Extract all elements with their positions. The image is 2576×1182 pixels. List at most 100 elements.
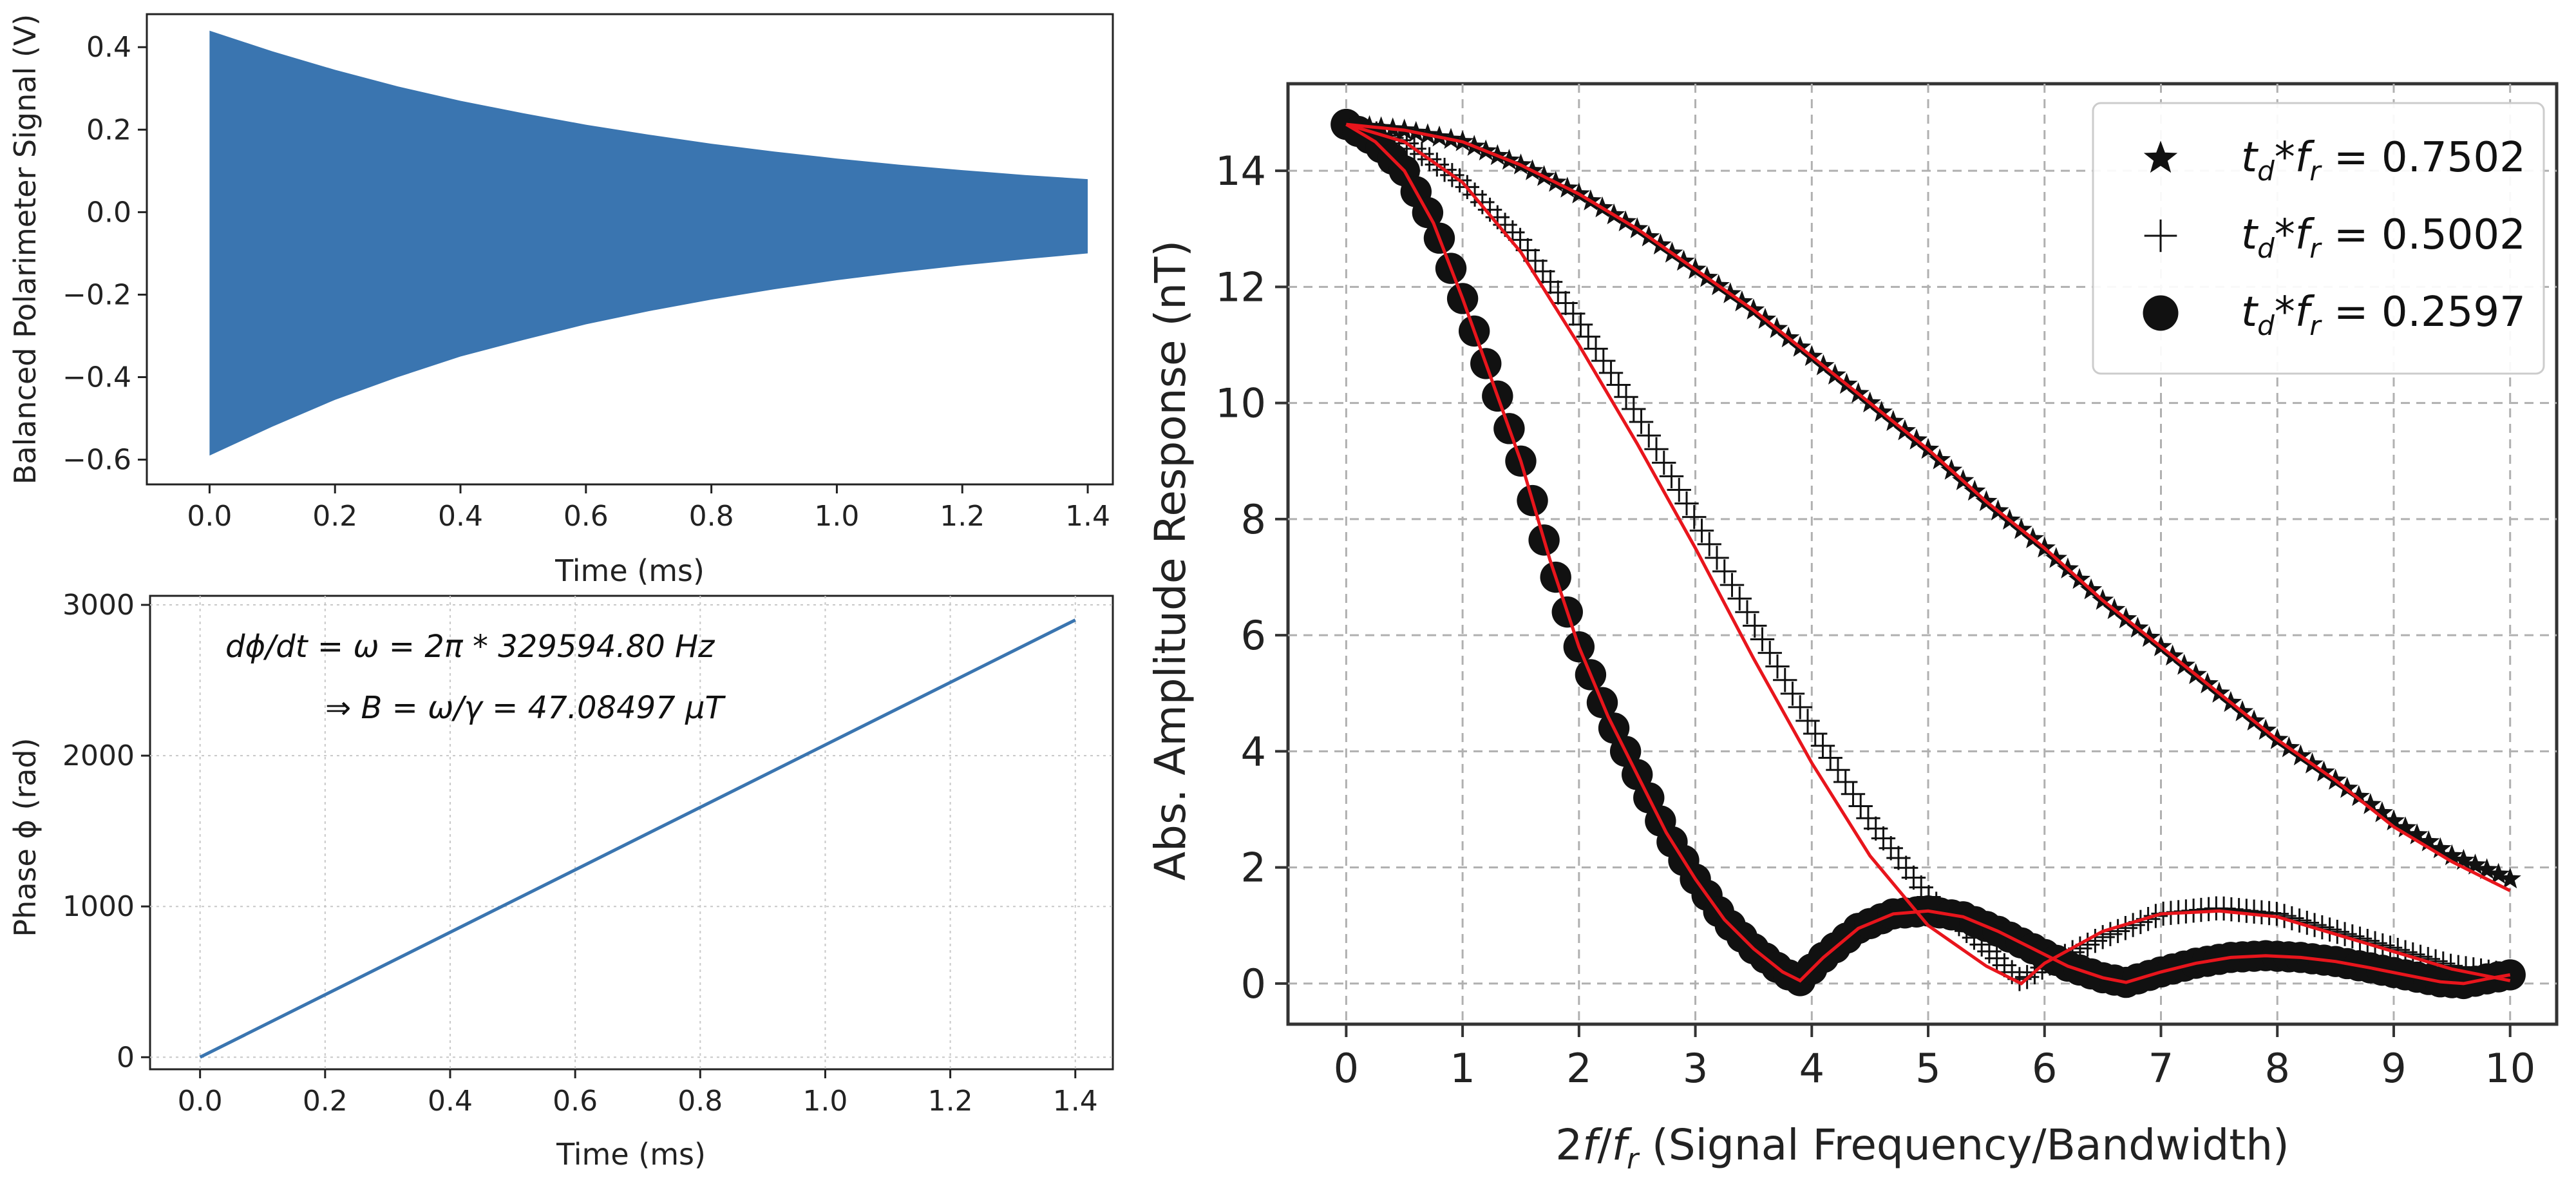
legend: td*fr = 0.7502 td*fr = 0.5002 td*fr = 0.… <box>2092 102 2545 375</box>
fit-curve-1 <box>1345 122 2511 986</box>
amplitude-x-tick-label: 1 <box>1450 1045 1475 1092</box>
signal-y-tick-label: 0.2 <box>86 113 131 146</box>
series-1-point <box>1674 491 1699 516</box>
series-1-point <box>1591 348 1616 373</box>
series-0-point <box>2487 863 2510 884</box>
phase-line <box>199 618 1076 1059</box>
series-1-point <box>1750 627 1775 652</box>
legend-entry-0: td*fr = 0.7502 <box>2241 134 2526 187</box>
signal-x-tick-label: 0.2 <box>312 500 357 533</box>
signal-plot-frame <box>146 13 1114 486</box>
amplitude-y-tick-label: 12 <box>1215 263 1266 310</box>
phase-y-axis-label: Phase ϕ (rad) <box>8 738 43 937</box>
signal-y-tick-label: 0.0 <box>86 196 131 229</box>
amplitude-x-tick-label: 6 <box>2032 1045 2057 1092</box>
phase-x-tick-label: 0.6 <box>553 1085 598 1118</box>
series-1-point <box>1818 745 1842 770</box>
series-1-point <box>1652 450 1676 475</box>
series-0-point <box>2394 816 2417 837</box>
phase-annotation-rate: dϕ/dt = ω = 2π * 329594.80 Hz <box>225 629 715 665</box>
series-1-point <box>1682 504 1707 529</box>
amplitude-y-tick-label: 10 <box>1215 380 1266 427</box>
series-0-point <box>2418 830 2440 852</box>
series-1-point <box>1614 385 1638 410</box>
series-0-point <box>2464 853 2486 875</box>
series-1-point <box>1795 709 1820 733</box>
signal-x-tick-label: 1.0 <box>814 500 859 533</box>
amplitude-y-tick-label: 4 <box>1241 728 1266 775</box>
series-0-point <box>2347 785 2370 806</box>
series-1-point <box>1584 336 1608 361</box>
amplitude-x-axis-label: 2f/fr (Signal Frequency/Bandwidth) <box>1555 1120 2289 1176</box>
series-1-point <box>1636 423 1661 448</box>
phase-x-tick-label: 1.0 <box>802 1085 848 1118</box>
series-1-point <box>1629 410 1654 434</box>
amplitude-x-tick-label: 9 <box>2381 1045 2406 1092</box>
amplitude-y-tick-label: 2 <box>1241 844 1266 891</box>
series-0-point <box>2441 844 2463 866</box>
fit-curve-0 <box>1346 122 2511 892</box>
signal-x-axis-label: Time (ms) <box>554 553 705 588</box>
series-0-point <box>2359 793 2382 814</box>
series-1-point <box>1833 770 1858 794</box>
series-1-point <box>1712 559 1737 584</box>
series-0-point <box>2336 777 2358 798</box>
series-1-point <box>1848 794 1873 819</box>
legend-entry-1: td*fr = 0.5002 <box>2241 211 2526 264</box>
phase-y-tick-label: 2000 <box>62 739 135 772</box>
amplitude-x-tick-label: 5 <box>1915 1045 1940 1092</box>
signal-waveform <box>209 30 1088 456</box>
series-1-point <box>1667 477 1691 502</box>
series-1-point <box>1576 324 1600 349</box>
signal-y-tick-label: −0.4 <box>62 361 131 394</box>
legend-marker-0 <box>2143 140 2178 173</box>
phase-x-tick-label: 0.2 <box>303 1085 348 1118</box>
amplitude-x-tick-label: 0 <box>1334 1045 1359 1092</box>
series-1-point <box>1719 573 1745 597</box>
series-1-point <box>1773 668 1797 692</box>
series-0-point <box>2382 809 2405 831</box>
signal-x-tick-label: 0.4 <box>438 500 483 533</box>
phase-y-tick-label: 1000 <box>62 890 135 923</box>
series-1-point <box>1788 695 1812 720</box>
series-1-point <box>1803 721 1828 746</box>
signal-y-tick-label: 0.4 <box>86 31 131 64</box>
series-0-point <box>2429 837 2452 859</box>
phase-y-tick-label: 3000 <box>62 589 135 622</box>
signal-plot: 0.0 0.2 0.4 0.6 0.8 1.0 1.2 1.4 −0.6 −0.4 −0.2 0.0 0… <box>8 13 1114 588</box>
series-1-point <box>1727 586 1752 611</box>
signal-x-tick-label: 0.6 <box>564 500 609 533</box>
series-0-point <box>2452 848 2475 870</box>
series-2-point <box>2494 959 2526 991</box>
series-1-point <box>1735 600 1759 625</box>
signal-x-tick-label: 1.4 <box>1065 500 1110 533</box>
amplitude-y-tick-label: 0 <box>1241 960 1266 1007</box>
amplitude-y-tick-label: 8 <box>1241 496 1266 543</box>
phase-x-tick-label: 0.0 <box>178 1085 223 1118</box>
phase-annotation-field: ⇒ B = ω/γ = 47.08497 μT <box>325 690 726 726</box>
phase-x-tick-label: 1.4 <box>1053 1085 1098 1118</box>
series-1-point <box>1622 397 1646 421</box>
series-1-point <box>1689 519 1714 543</box>
signal-y-tick-label: −0.2 <box>62 278 131 311</box>
signal-x-tick-label: 0.0 <box>187 500 232 533</box>
signal-x-tick-label: 1.2 <box>940 500 985 533</box>
legend-box <box>2092 102 2545 375</box>
phase-plot: 0.0 0.2 0.4 0.6 0.8 1.0 1.2 1.4 0 1000 2000 3000 dϕ… <box>8 589 1114 1172</box>
amplitude-x-tick-label: 7 <box>2148 1045 2174 1092</box>
legend-marker-1 <box>2144 219 2177 253</box>
amplitude-plot-frame <box>1286 82 2559 1026</box>
legend-entry-2: td*fr = 0.2597 <box>2241 289 2526 341</box>
fit-curve-2 <box>1345 122 2511 986</box>
series-1-point <box>1841 782 1866 806</box>
amplitude-x-tick-label: 4 <box>1799 1045 1824 1092</box>
phase-plot-frame <box>149 595 1114 1071</box>
phase-y-tick-label: 0 <box>117 1041 135 1074</box>
series-1-point <box>1644 437 1669 461</box>
legend-marker-2 <box>2143 295 2179 331</box>
signal-y-axis-label: Balanced Polarimeter Signal (V) <box>8 14 43 484</box>
series-1-point <box>1659 464 1684 489</box>
amplitude-x-tick-label: 10 <box>2485 1045 2535 1092</box>
